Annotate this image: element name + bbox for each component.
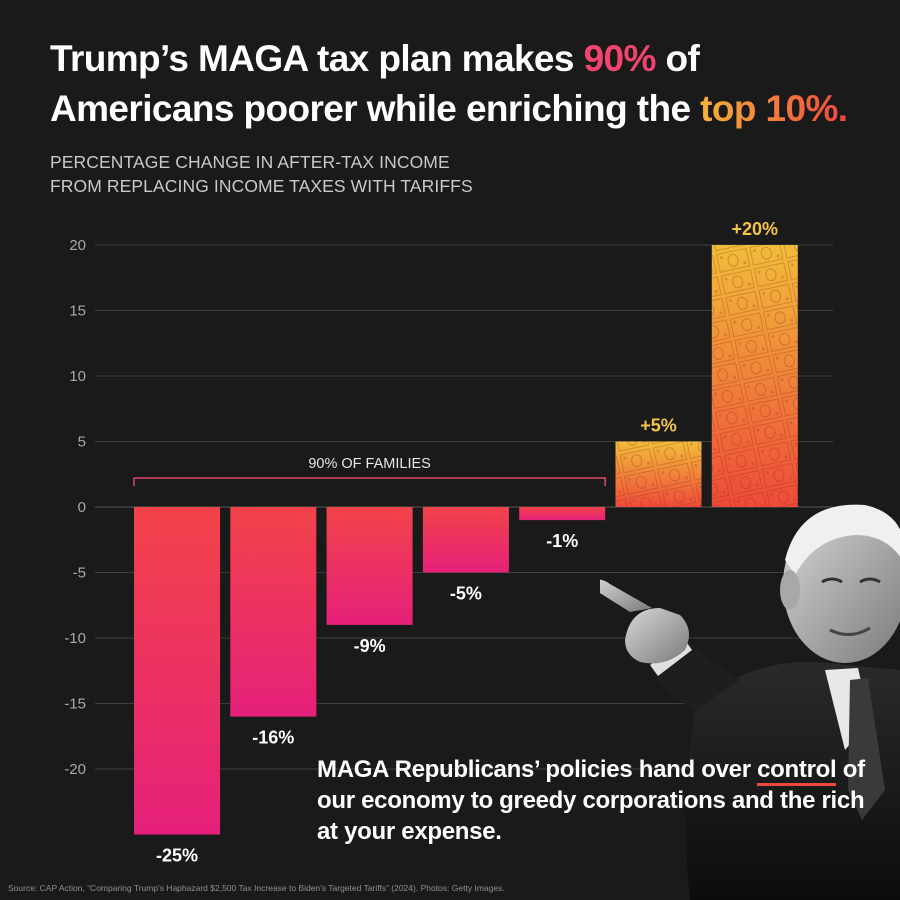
bar xyxy=(519,507,606,521)
y-tick-label: 0 xyxy=(78,499,86,516)
message-part2: of our economy to greedy corporations an… xyxy=(317,756,865,845)
data-label: -25% xyxy=(156,846,198,866)
subtitle-line1: PERCENTAGE CHANGE IN AFTER-TAX INCOME xyxy=(50,152,450,172)
bar xyxy=(134,507,220,835)
y-tick-label: 15 xyxy=(69,303,86,320)
y-tick-label: 20 xyxy=(69,237,86,254)
headline-part2: of Americans poorer while enriching the xyxy=(50,38,701,129)
y-tick-label: 10 xyxy=(69,368,86,385)
bar xyxy=(422,507,509,573)
pointing-man-photo xyxy=(600,504,900,900)
headline-part1: Trump’s MAGA tax plan makes xyxy=(50,38,584,79)
headline-highlight-top10: top 10%. xyxy=(700,88,848,129)
message-underlined-word: control xyxy=(757,756,837,786)
data-label: -9% xyxy=(354,636,386,656)
bar xyxy=(230,507,317,717)
chart-subtitle: PERCENTAGE CHANGE IN AFTER-TAX INCOME FR… xyxy=(50,150,650,198)
bracket-label: 90% OF FAMILIES xyxy=(308,456,431,472)
subtitle-line2: FROM REPLACING INCOME TAXES WITH TARIFFS xyxy=(50,176,473,196)
bottom-message: MAGA Republicans’ policies hand over con… xyxy=(317,754,877,847)
bar xyxy=(326,507,413,625)
bar-texture xyxy=(615,441,702,507)
bar-texture xyxy=(711,245,798,507)
y-tick-label: -5 xyxy=(73,565,86,582)
y-tick-label: -10 xyxy=(64,630,86,647)
data-label: -1% xyxy=(546,531,578,551)
headline: Trump’s MAGA tax plan makes 90% of Ameri… xyxy=(50,34,870,134)
data-label: +5% xyxy=(640,416,677,436)
message-part1: MAGA Republicans’ policies hand over xyxy=(317,756,758,783)
data-label: +20% xyxy=(732,219,779,239)
source-citation: Source: CAP Action, “Comparing Trump's H… xyxy=(8,883,505,893)
headline-highlight-90: 90% xyxy=(583,38,657,79)
data-label: -16% xyxy=(252,728,294,748)
data-label: -5% xyxy=(450,584,482,604)
y-tick-label: 5 xyxy=(78,434,86,451)
y-tick-label: -15 xyxy=(64,696,86,713)
y-tick-label: -20 xyxy=(64,761,86,778)
families-bracket xyxy=(133,477,606,486)
